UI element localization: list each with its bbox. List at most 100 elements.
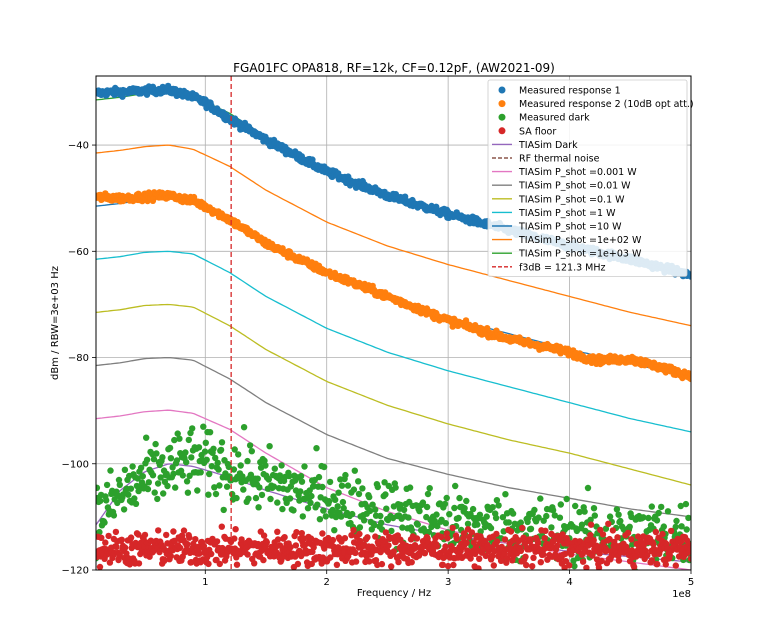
data-point (217, 446, 225, 454)
data-point (106, 559, 114, 566)
data-point (530, 554, 537, 561)
data-point (258, 491, 266, 499)
data-point (662, 561, 669, 568)
data-point (286, 495, 294, 502)
data-point (421, 550, 429, 557)
legend-item: SA floor (498, 126, 556, 137)
data-point (290, 507, 297, 514)
data-point (397, 501, 404, 509)
data-point (624, 529, 632, 537)
data-point (369, 501, 376, 508)
data-point (188, 454, 195, 461)
data-point (293, 529, 300, 536)
data-point (320, 463, 328, 471)
data-point (682, 500, 690, 508)
data-point (628, 536, 635, 543)
data-point (344, 482, 352, 489)
data-point (444, 562, 452, 570)
data-point (388, 563, 395, 570)
data-point (493, 530, 500, 538)
data-point (501, 536, 509, 543)
data-point (157, 474, 164, 481)
data-point (374, 483, 381, 491)
data-point (583, 564, 590, 570)
data-point (154, 495, 161, 503)
data-point (426, 485, 433, 492)
data-point (490, 562, 497, 569)
data-point (425, 528, 432, 536)
data-point (587, 531, 594, 539)
data-point (326, 498, 333, 505)
legend-item: TIASim P_shot =1 W (492, 208, 616, 219)
data-point (461, 505, 468, 512)
data-point (630, 563, 638, 570)
data-point (634, 547, 641, 554)
data-point (517, 519, 524, 526)
data-point (383, 505, 390, 512)
data-point (213, 538, 221, 545)
data-point (96, 484, 101, 491)
legend-label: Measured dark (519, 113, 590, 124)
data-point (419, 499, 427, 506)
data-point (192, 536, 199, 543)
data-point (116, 481, 124, 488)
data-point (167, 455, 175, 462)
legend-label: TIASim P_shot =10 W (518, 222, 622, 233)
data-point (499, 514, 507, 521)
data-point (655, 509, 662, 517)
data-point (297, 472, 305, 480)
data-point (189, 425, 196, 432)
legend-marker (498, 100, 506, 108)
data-point (196, 550, 203, 557)
y-tick-label: −100 (62, 459, 89, 470)
x-tick-label: 2 (324, 577, 330, 588)
data-point (470, 539, 478, 546)
data-point (537, 495, 544, 502)
data-point (377, 512, 384, 520)
data-point (200, 423, 207, 430)
data-point (599, 531, 607, 538)
data-point (248, 448, 255, 455)
data-point (672, 562, 679, 569)
data-point (97, 497, 104, 505)
data-point (475, 565, 482, 570)
data-point (240, 486, 247, 493)
legend-label: Measured response 2 (10dB opt att.) (519, 99, 694, 110)
legend-item: RF thermal noise (492, 154, 600, 165)
data-point (112, 528, 120, 536)
data-point (194, 487, 201, 494)
data-point (103, 481, 111, 489)
data-point (179, 472, 186, 479)
data-point (299, 513, 306, 520)
data-point (262, 462, 269, 469)
data-point (589, 552, 596, 559)
data-point (360, 517, 368, 524)
data-point (233, 561, 241, 568)
data-point (584, 484, 592, 492)
data-point (559, 531, 566, 538)
data-point (535, 514, 542, 521)
x-tick-label: 3 (445, 577, 451, 588)
data-point (606, 535, 613, 543)
data-point (534, 539, 542, 547)
data-point (609, 527, 617, 534)
data-point (274, 536, 282, 543)
data-point (617, 517, 624, 525)
data-point (443, 494, 450, 502)
data-point (151, 489, 158, 496)
data-point (673, 517, 680, 525)
data-point (460, 530, 468, 537)
data-point (493, 497, 501, 504)
y-axis-label: dBm / RBW=3e+03 Hz (50, 266, 61, 380)
data-point (121, 544, 129, 551)
series-line-tiasim-p-shot-0-01-w (96, 356, 691, 518)
data-point (174, 430, 181, 437)
data-point (590, 537, 597, 544)
data-point (131, 495, 138, 502)
data-point (212, 490, 220, 498)
legend-label: TIASim P_shot =1e+03 W (518, 249, 642, 260)
data-point (279, 505, 286, 513)
legend-label: TIASim P_shot =0.1 W (518, 194, 625, 205)
data-point (571, 562, 578, 570)
data-point (602, 525, 610, 532)
